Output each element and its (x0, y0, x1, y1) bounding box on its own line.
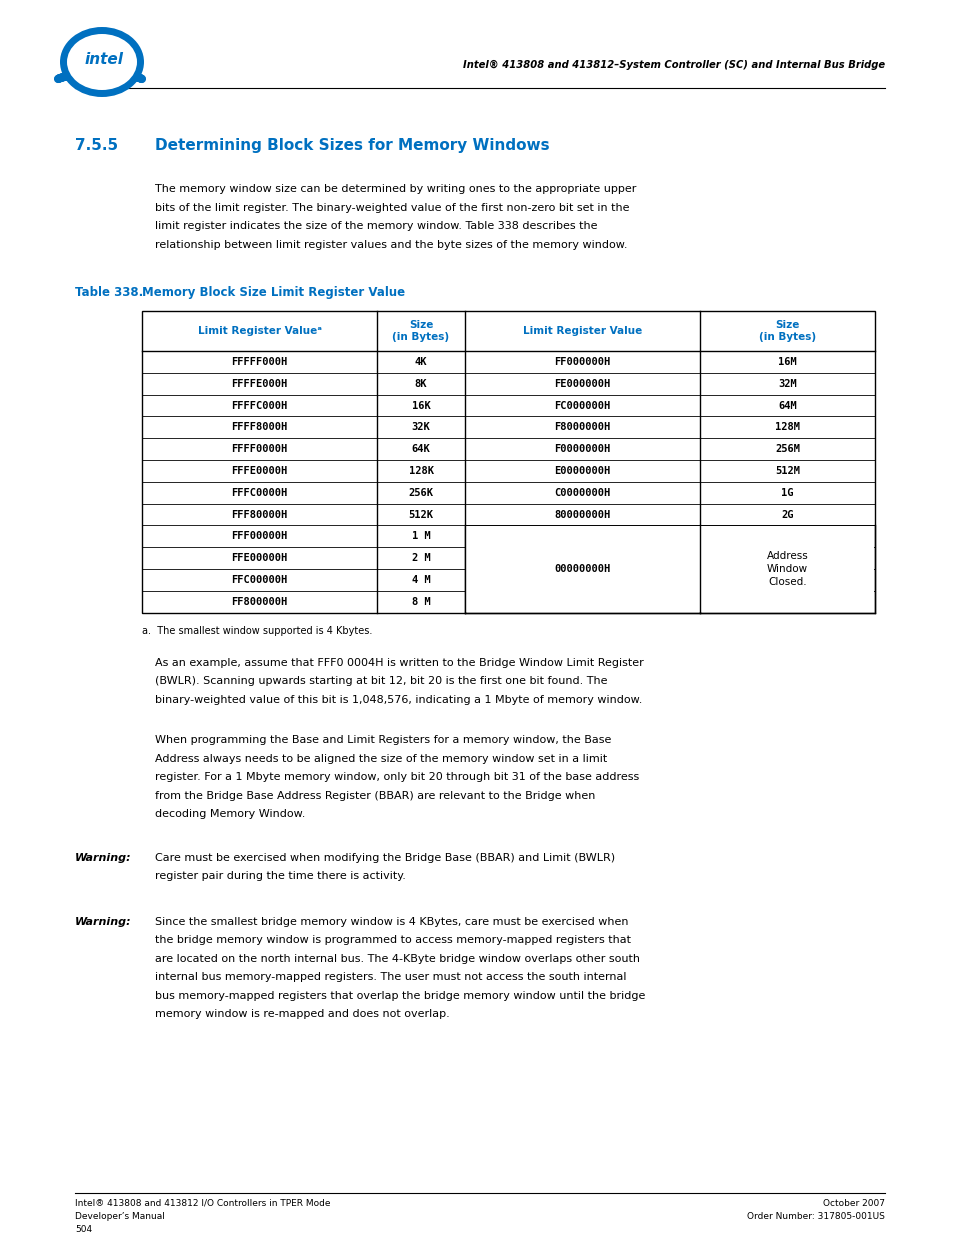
Text: When programming the Base and Limit Registers for a memory window, the Base: When programming the Base and Limit Regi… (154, 735, 611, 745)
Text: 16M: 16M (778, 357, 796, 367)
Text: ®: ® (121, 36, 129, 41)
Text: C0000000H: C0000000H (554, 488, 610, 498)
Text: Limit Register Value: Limit Register Value (522, 326, 641, 336)
Text: register pair during the time there is activity.: register pair during the time there is a… (154, 871, 405, 881)
Text: October 2007: October 2007 (822, 1199, 884, 1208)
Text: E0000000H: E0000000H (554, 466, 610, 475)
Text: are located on the north internal bus. The 4-KByte bridge window overlaps other : are located on the north internal bus. T… (154, 953, 639, 963)
Text: 8K: 8K (415, 379, 427, 389)
Text: 64M: 64M (778, 400, 796, 410)
Text: from the Bridge Base Address Register (BBAR) are relevant to the Bridge when: from the Bridge Base Address Register (B… (154, 790, 595, 800)
Text: 00000000H: 00000000H (554, 564, 610, 574)
Text: the bridge memory window is programmed to access memory-mapped registers that: the bridge memory window is programmed t… (154, 935, 630, 945)
Text: 4K: 4K (415, 357, 427, 367)
Text: 256M: 256M (774, 445, 800, 454)
Text: FFFF8000H: FFFF8000H (232, 422, 287, 432)
Text: FFE00000H: FFE00000H (232, 553, 287, 563)
Text: internal bus memory-mapped registers. The user must not access the south interna: internal bus memory-mapped registers. Th… (154, 972, 626, 982)
Text: register. For a 1 Mbyte memory window, only bit 20 through bit 31 of the base ad: register. For a 1 Mbyte memory window, o… (154, 772, 639, 782)
Text: 64K: 64K (411, 445, 430, 454)
Text: 504: 504 (75, 1225, 92, 1234)
Text: Determining Block Sizes for Memory Windows: Determining Block Sizes for Memory Windo… (154, 138, 549, 153)
Text: 2G: 2G (781, 510, 793, 520)
Text: 1G: 1G (781, 488, 793, 498)
Text: 16K: 16K (411, 400, 430, 410)
Text: Order Number: 317805-001US: Order Number: 317805-001US (746, 1212, 884, 1221)
Text: Size
(in Bytes): Size (in Bytes) (392, 320, 449, 342)
Text: Warning:: Warning: (75, 852, 132, 862)
Text: The memory window size can be determined by writing ones to the appropriate uppe: The memory window size can be determined… (154, 184, 636, 194)
Text: 4 M: 4 M (411, 576, 430, 585)
Text: 8 M: 8 M (411, 597, 430, 606)
Text: FFF80000H: FFF80000H (232, 510, 287, 520)
Text: memory window is re-mapped and does not overlap.: memory window is re-mapped and does not … (154, 1009, 449, 1019)
Text: 512K: 512K (408, 510, 433, 520)
Text: FFFFE000H: FFFFE000H (232, 379, 287, 389)
Text: FFFFF000H: FFFFF000H (232, 357, 287, 367)
Text: 32K: 32K (411, 422, 430, 432)
Text: ⁠limit⁠ register indicates the size of the memory window. Table 338 describes th: ⁠limit⁠ register indicates the size of t… (154, 221, 597, 231)
Text: bus memory-mapped registers that overlap the bridge memory window until the brid: bus memory-mapped registers that overlap… (154, 990, 644, 1000)
Text: FFFF0000H: FFFF0000H (232, 445, 287, 454)
Text: Since the smallest bridge memory window is 4 KBytes, care must be exercised when: Since the smallest bridge memory window … (154, 916, 628, 926)
Text: FFF00000H: FFF00000H (232, 531, 287, 541)
Text: As an example, assume that FFF0 0004H is written to the Bridge Window Limit Regi: As an example, assume that FFF0 0004H is… (154, 657, 643, 668)
Bar (465, 526, 873, 611)
Text: Warning:: Warning: (75, 916, 132, 926)
Text: Table 338.: Table 338. (75, 287, 143, 299)
Text: decoding Memory Window.: decoding Memory Window. (154, 809, 305, 819)
Text: 1 M: 1 M (411, 531, 430, 541)
Text: binary-weighted value of this bit is 1,048,576, indicating a 1 Mbyte of memory w: binary-weighted value of this bit is 1,0… (154, 694, 641, 705)
Bar (699, 526, 700, 611)
Text: 80000000H: 80000000H (554, 510, 610, 520)
Text: a.  The smallest window supported is 4 Kbytes.: a. The smallest window supported is 4 Kb… (142, 626, 372, 636)
Text: FC000000H: FC000000H (554, 400, 610, 410)
Text: bits of the ⁠limit⁠ register. The binary-weighted value of the first non-zero bi: bits of the ⁠limit⁠ register. The binary… (154, 203, 629, 212)
Text: intel: intel (85, 53, 123, 68)
Text: FFFE0000H: FFFE0000H (232, 466, 287, 475)
Text: Intel® 413808 and 413812–System Controller (SC) and Internal Bus Bridge: Intel® 413808 and 413812–System Controll… (462, 61, 884, 70)
Ellipse shape (67, 35, 137, 90)
Text: Size
(in Bytes): Size (in Bytes) (759, 320, 815, 342)
Text: FE000000H: FE000000H (554, 379, 610, 389)
Text: F8000000H: F8000000H (554, 422, 610, 432)
Text: Care must be exercised when modifying the Bridge Base (BBAR) and Limit (BWLR): Care must be exercised when modifying th… (154, 852, 615, 862)
Ellipse shape (60, 27, 144, 98)
Text: FFC00000H: FFC00000H (232, 576, 287, 585)
Text: 32M: 32M (778, 379, 796, 389)
Text: 128K: 128K (408, 466, 433, 475)
Text: Address
Window
Closed.: Address Window Closed. (766, 551, 807, 587)
Text: 2 M: 2 M (411, 553, 430, 563)
Text: Developer’s Manual: Developer’s Manual (75, 1212, 165, 1221)
Text: FF800000H: FF800000H (232, 597, 287, 606)
Text: FFFFC000H: FFFFC000H (232, 400, 287, 410)
Text: Intel® 413808 and 413812 I/O Controllers in TPER Mode: Intel® 413808 and 413812 I/O Controllers… (75, 1199, 330, 1208)
Text: 256K: 256K (408, 488, 433, 498)
Text: Address always needs to be aligned the size of the memory window set in a limit: Address always needs to be aligned the s… (154, 753, 607, 763)
Bar (142, 311, 874, 613)
Text: relationship between limit register values and the byte sizes of the memory wind: relationship between limit register valu… (154, 240, 627, 249)
Text: 7.5.5: 7.5.5 (75, 138, 118, 153)
Text: FF000000H: FF000000H (554, 357, 610, 367)
Text: Memory Block Size Limit Register Value: Memory Block Size Limit Register Value (142, 287, 405, 299)
Text: 512M: 512M (774, 466, 800, 475)
Text: (BWLR). Scanning upwards starting at bit 12, bit 20 is the first one bit found. : (BWLR). Scanning upwards starting at bit… (154, 676, 607, 687)
Text: FFFC0000H: FFFC0000H (232, 488, 287, 498)
Text: 128M: 128M (774, 422, 800, 432)
Text: Limit Register Valueᵃ: Limit Register Valueᵃ (197, 326, 321, 336)
Text: F0000000H: F0000000H (554, 445, 610, 454)
